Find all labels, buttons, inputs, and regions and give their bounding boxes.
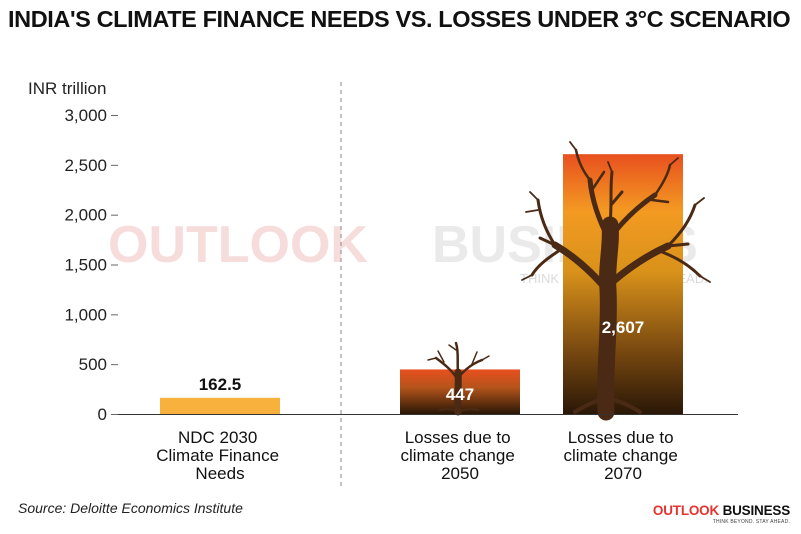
category-label-line: climate change [400, 446, 514, 465]
dead-tree-small-icon [427, 341, 490, 416]
y-tick-label: 500 [79, 355, 107, 374]
bars [160, 154, 683, 414]
logo-wordmark: OUTLOOK BUSINESS [640, 503, 790, 518]
category-label-line: Losses due to [405, 428, 511, 447]
category-label-line: Climate Finance [156, 446, 279, 465]
y-tick-label: 2,500 [64, 156, 107, 175]
value-label-ndc-2030: 162.5 [199, 375, 242, 394]
category-label-line: 2070 [604, 464, 642, 483]
bar-chart: OUTLOOK BUSINESS THINK BEYOND. STAY AHEA… [28, 79, 738, 490]
category-labels: NDC 2030 Climate Finance Needs Losses du… [156, 428, 682, 483]
y-tick-label: 1,000 [64, 305, 107, 324]
value-label-losses-2050: 447 [446, 385, 474, 404]
category-label-line: climate change [563, 446, 677, 465]
y-tick-label: 1,500 [64, 256, 107, 275]
y-axis-ticks: 0 500 1,000 1,500 2,000 2,500 3,000 [64, 106, 118, 424]
bar-losses-2070 [563, 154, 683, 414]
bar-ndc-2030-needs [160, 397, 280, 414]
outlook-business-logo: OUTLOOK BUSINESS THINK BEYOND. STAY AHEA… [640, 503, 790, 525]
source-note: Source: Deloitte Economics Institute [18, 500, 243, 516]
logo-brand-a: OUTLOOK [652, 503, 720, 518]
category-label-line: 2050 [441, 464, 479, 483]
logo-tagline: THINK BEYOND. STAY AHEAD. [712, 519, 790, 525]
y-tick-label: 2,000 [64, 206, 107, 225]
category-label-losses-2070: Losses due to climate change 2070 [563, 428, 682, 483]
dead-tree-large-icon [521, 141, 711, 421]
y-axis-unit-label: INR trillion [28, 79, 106, 98]
chart-title: INDIA'S CLIMATE FINANCE NEEDS VS. LOSSES… [8, 6, 791, 32]
category-label-losses-2050: Losses due to climate change 2050 [400, 428, 519, 483]
y-tick-label: 3,000 [64, 106, 107, 125]
watermark-brand-a: OUTLOOK [108, 216, 368, 274]
value-label-losses-2070: 2,607 [602, 318, 645, 337]
logo-brand-b: BUSINESS [722, 503, 791, 518]
category-label-line: Needs [195, 464, 244, 483]
category-label-line: NDC 2030 [178, 428, 257, 447]
category-label-ndc-2030: NDC 2030 Climate Finance Needs [156, 428, 284, 483]
y-tick-label: 0 [98, 405, 107, 424]
category-label-line: Losses due to [568, 428, 674, 447]
